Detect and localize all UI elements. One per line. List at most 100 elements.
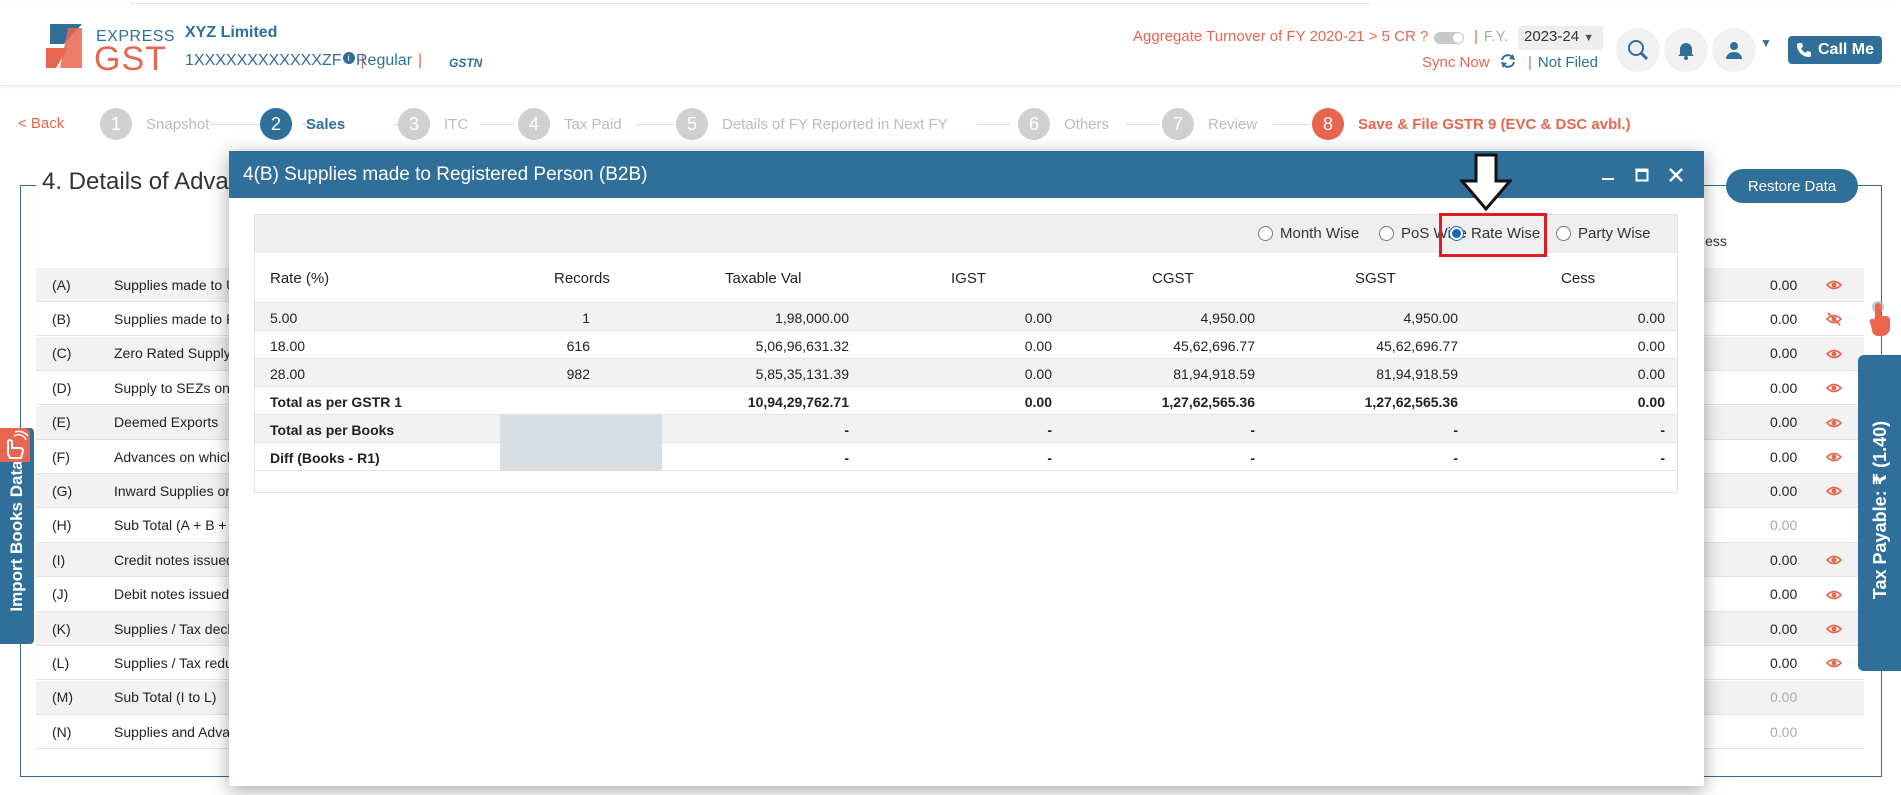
radio-party-wise[interactable]: Party Wise (1556, 225, 1651, 242)
notifications-button[interactable] (1664, 28, 1708, 72)
row-description: Supplies made to U (114, 276, 237, 293)
call-me-label: Call Me (1817, 41, 1874, 58)
row-code: (N) (52, 723, 72, 740)
step-save-file[interactable]: 8 Save & File GSTR 9 (EVC & DSC avbl.) (1312, 108, 1631, 140)
radio-month-wise[interactable]: Month Wise (1258, 225, 1359, 242)
step-label: Tax Paid (564, 115, 622, 133)
aggregate-turnover-question: Aggregate Turnover of FY 2020-21 > 5 CR … (1133, 28, 1429, 45)
eye-icon[interactable] (1826, 278, 1842, 292)
cell-records: 616 (566, 338, 590, 354)
row-description: Advances on which (114, 448, 235, 465)
eye-icon[interactable] (1826, 416, 1842, 430)
search-gstin-button[interactable] (1616, 28, 1660, 72)
gstn-badge-icon[interactable]: GSTN (449, 56, 483, 70)
down-arrow-icon (1460, 153, 1512, 211)
row-cess-value: 0.00 (1770, 414, 1798, 431)
table-row: 5.00 1 1,98,000.00 0.00 4,950.00 4,950.00 0.00 (255, 303, 1677, 331)
eye-icon[interactable] (1826, 656, 1842, 670)
step-itc[interactable]: 3 ITC (398, 108, 468, 140)
row-description: Sub Total (I to L) (114, 689, 217, 706)
eye-icon[interactable] (1826, 484, 1842, 498)
minimize-button[interactable] (1595, 162, 1621, 188)
cell-cess: - (1660, 450, 1665, 466)
row-cess-value: 0.00 (1770, 379, 1798, 396)
radio-rate-wise[interactable]: Rate Wise (1449, 225, 1540, 242)
radio-button (1379, 226, 1394, 241)
eye-icon[interactable] (1826, 588, 1842, 602)
cell-cgst: 1,27,62,565.36 (1161, 394, 1255, 410)
cell-cgst: 81,94,918.59 (1173, 366, 1255, 382)
eye-icon[interactable] (1826, 622, 1842, 636)
step-review[interactable]: 7 Review (1162, 108, 1257, 140)
cell-sgst: - (1453, 422, 1458, 438)
chevron-down-icon: ▼ (1583, 32, 1595, 44)
step-sales[interactable]: 2 Sales (260, 108, 345, 140)
step-next-fy-details[interactable]: 5 Details of FY Reported in Next FY (676, 108, 948, 140)
row-cess-value: 0.00 (1770, 448, 1798, 465)
tax-payable-tab[interactable]: Tax Payable: ₹ (1.40) (1858, 355, 1901, 671)
user-menu-button[interactable] (1712, 28, 1756, 72)
maximize-button[interactable] (1629, 162, 1655, 188)
row-description: Supplies made to R (114, 310, 237, 327)
step-number: 3 (398, 108, 430, 140)
eye-icon[interactable] (1826, 381, 1842, 395)
row-code: (M) (52, 689, 73, 706)
hand-pointer-icon (1869, 301, 1890, 336)
call-me-button[interactable]: Call Me (1788, 36, 1882, 64)
fy-select[interactable]: 2023-24 ▼ (1518, 26, 1603, 50)
eye-icon[interactable] (1826, 553, 1842, 567)
step-connector (302, 124, 312, 125)
step-tax-paid[interactable]: 4 Tax Paid (518, 108, 622, 140)
row-cess-value: 0.00 (1770, 276, 1798, 293)
step-label: ITC (444, 115, 469, 133)
separator: | (418, 52, 423, 69)
cell-cgst: - (1250, 450, 1255, 466)
back-link[interactable]: < Back (18, 115, 65, 132)
cell-taxable: - (844, 422, 849, 438)
row-code: (A) (52, 276, 71, 293)
step-number: 1 (100, 108, 132, 140)
records-disabled-cell (500, 443, 662, 471)
eye-slash-icon[interactable] (1826, 312, 1842, 326)
aggregate-turnover-toggle[interactable] (1434, 32, 1464, 44)
row-description: Supply to SEZs on (114, 379, 230, 396)
column-header: CGST (1152, 270, 1194, 287)
row-cess-value: 0.00 (1770, 517, 1798, 534)
records-disabled-cell (500, 415, 662, 443)
radio-label: Month Wise (1280, 225, 1360, 242)
step-number: 7 (1162, 108, 1194, 140)
rate-wise-highlight (1439, 213, 1547, 257)
close-icon (1669, 168, 1683, 182)
step-connector (978, 124, 1010, 125)
close-button[interactable] (1663, 162, 1689, 188)
rate-wise-table: Rate (%) Records Taxable Val IGST CGST S… (255, 253, 1677, 471)
eye-icon[interactable] (1826, 347, 1842, 361)
row-code: (H) (52, 517, 72, 534)
row-description: Supplies / Tax decl (114, 620, 231, 637)
gstin-info-icon[interactable]: i (342, 52, 355, 64)
step-connector (480, 124, 514, 125)
step-connector (1274, 124, 1310, 125)
sync-now-link[interactable]: Sync Now (1422, 54, 1516, 71)
refresh-icon (1500, 54, 1515, 68)
import-books-tab[interactable]: Import Books Data (0, 428, 34, 644)
top-divider (130, 0, 1370, 4)
step-others[interactable]: 6 Others (1018, 108, 1109, 140)
filing-status: | Not Filed (1528, 54, 1598, 71)
step-snapshot[interactable]: 1 Snapshot (100, 108, 209, 140)
row-description: Zero Rated Supply (114, 345, 231, 362)
cell-cgst: 4,950.00 (1200, 310, 1256, 326)
import-hand-icon[interactable] (0, 428, 30, 462)
cell-cess: 0.00 (1637, 366, 1665, 382)
radio-button (1449, 226, 1464, 241)
fy-select-value: 2023-24 (1524, 28, 1580, 45)
chevron-down-icon[interactable]: ▼ (1760, 36, 1772, 50)
eye-icon[interactable] (1826, 450, 1842, 464)
express-gst-logo[interactable]: EXPRESS GST (46, 24, 175, 76)
radio-label: Rate Wise (1471, 225, 1541, 242)
row-code: (G) (52, 482, 73, 499)
cell-records: 1 (582, 310, 590, 326)
section-title: 4. Details of Adva (36, 168, 235, 196)
gstin-value: 1XXXXXXXXXXXXZF (185, 52, 342, 69)
restore-data-button[interactable]: Restore Data (1726, 169, 1858, 203)
